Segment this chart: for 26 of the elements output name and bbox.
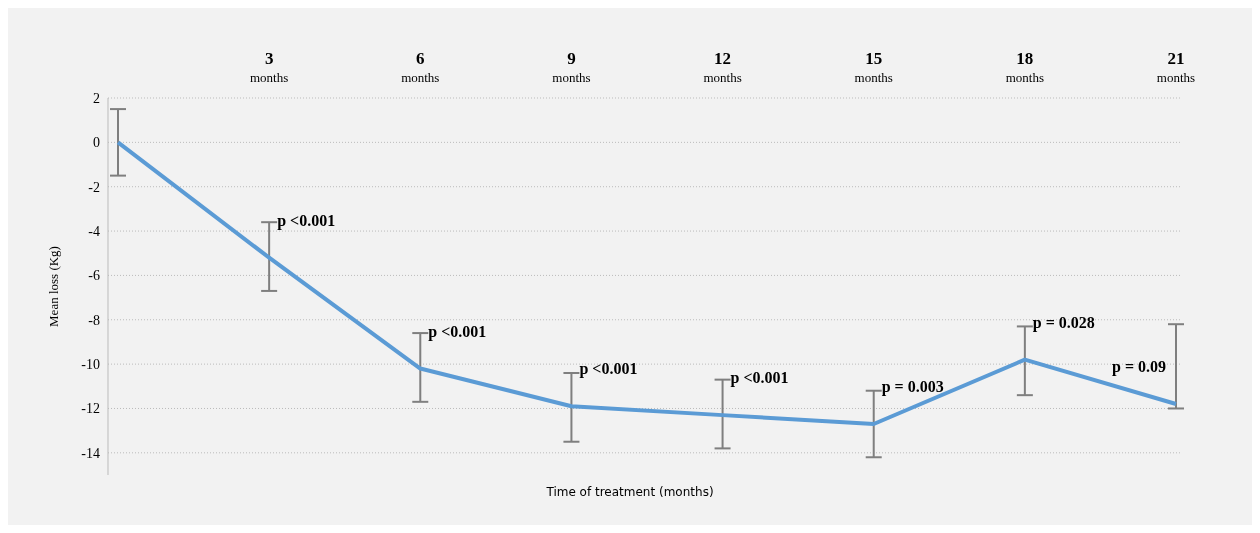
y-tick-label: -12 — [81, 401, 100, 417]
y-tick-label: -4 — [88, 224, 100, 240]
x-tick-label: 18 months — [1005, 49, 1045, 85]
y-tick-label: -2 — [88, 179, 100, 195]
annotation: p = 0.09 — [1111, 358, 1166, 377]
annotation: p <0.001 — [428, 322, 487, 341]
annotation: p <0.001 — [277, 211, 336, 230]
y-tick-label: -14 — [81, 445, 100, 461]
annotation: p <0.001 — [730, 369, 789, 388]
x-tick-label: 3 months — [249, 49, 289, 85]
line-series — [116, 140, 1178, 426]
y-tick-label: -8 — [88, 312, 100, 328]
x-tick-label: 9 months — [552, 49, 591, 85]
y-tick-label: 2 — [93, 90, 100, 106]
y-tick-label: -10 — [81, 357, 100, 373]
y-tick-label: 0 — [93, 135, 100, 151]
x-tick-label: 15 months — [854, 49, 893, 85]
annotation: p = 0.003 — [881, 377, 944, 396]
y-axis-title: Mean loss (Kg) — [45, 246, 61, 327]
annotation: p <0.001 — [579, 360, 638, 379]
x-axis-title: Time of treatment (months) — [545, 485, 715, 499]
y-tick-label: -6 — [88, 268, 100, 284]
annotation: p = 0.028 — [1032, 313, 1095, 332]
x-tick-label: 12 months — [703, 49, 742, 85]
x-tick-label: 6 months — [401, 49, 440, 85]
x-tick-label: 21 months — [1156, 49, 1196, 85]
